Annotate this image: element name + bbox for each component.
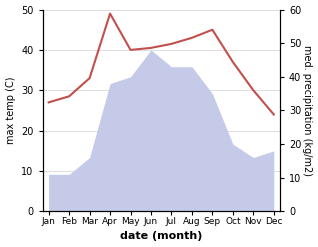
X-axis label: date (month): date (month) bbox=[120, 231, 203, 242]
Y-axis label: med. precipitation (kg/m2): med. precipitation (kg/m2) bbox=[302, 45, 313, 176]
Y-axis label: max temp (C): max temp (C) bbox=[5, 77, 16, 144]
